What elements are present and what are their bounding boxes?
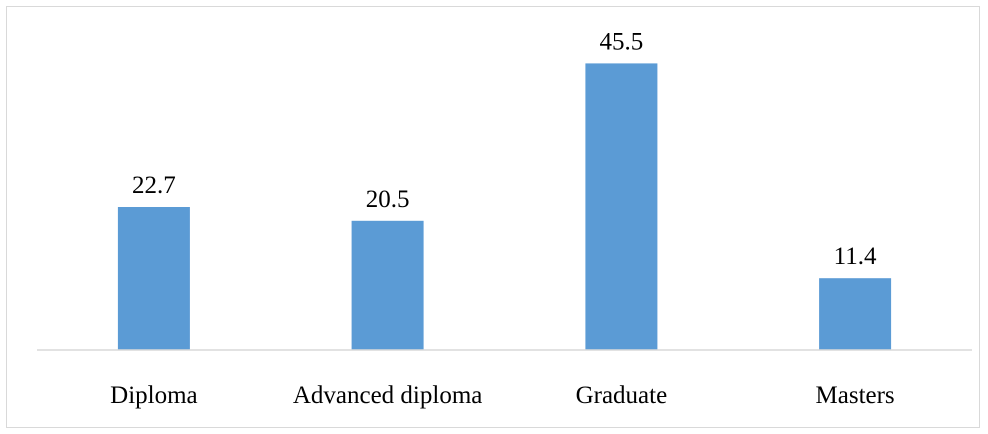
x-tick-labels-layer: Diploma Advanced diploma Graduate Masters (110, 382, 895, 409)
chart-frame: 22.7 20.5 45.5 11.4 Diploma Advanced diploma… (6, 6, 980, 428)
data-label-advanced-diploma: 20.5 (366, 186, 410, 213)
data-label-diploma: 22.7 (132, 172, 176, 199)
x-tick-label-masters: Masters (816, 382, 895, 409)
data-label-graduate: 45.5 (600, 28, 644, 55)
bar-advanced-diploma (351, 220, 424, 350)
x-tick-label-advanced-diploma: Advanced diploma (293, 382, 483, 409)
data-labels-layer: 22.7 20.5 45.5 11.4 (132, 28, 877, 270)
bars-layer (117, 63, 892, 351)
data-label-masters: 11.4 (834, 243, 877, 270)
x-tick-label-diploma: Diploma (110, 382, 198, 409)
bar-chart: 22.7 20.5 45.5 11.4 Diploma Advanced diploma… (37, 28, 972, 409)
bar-graduate (585, 63, 658, 351)
bar-diploma (117, 207, 190, 350)
bar-masters (819, 278, 892, 350)
x-tick-label-graduate: Graduate (576, 382, 668, 409)
